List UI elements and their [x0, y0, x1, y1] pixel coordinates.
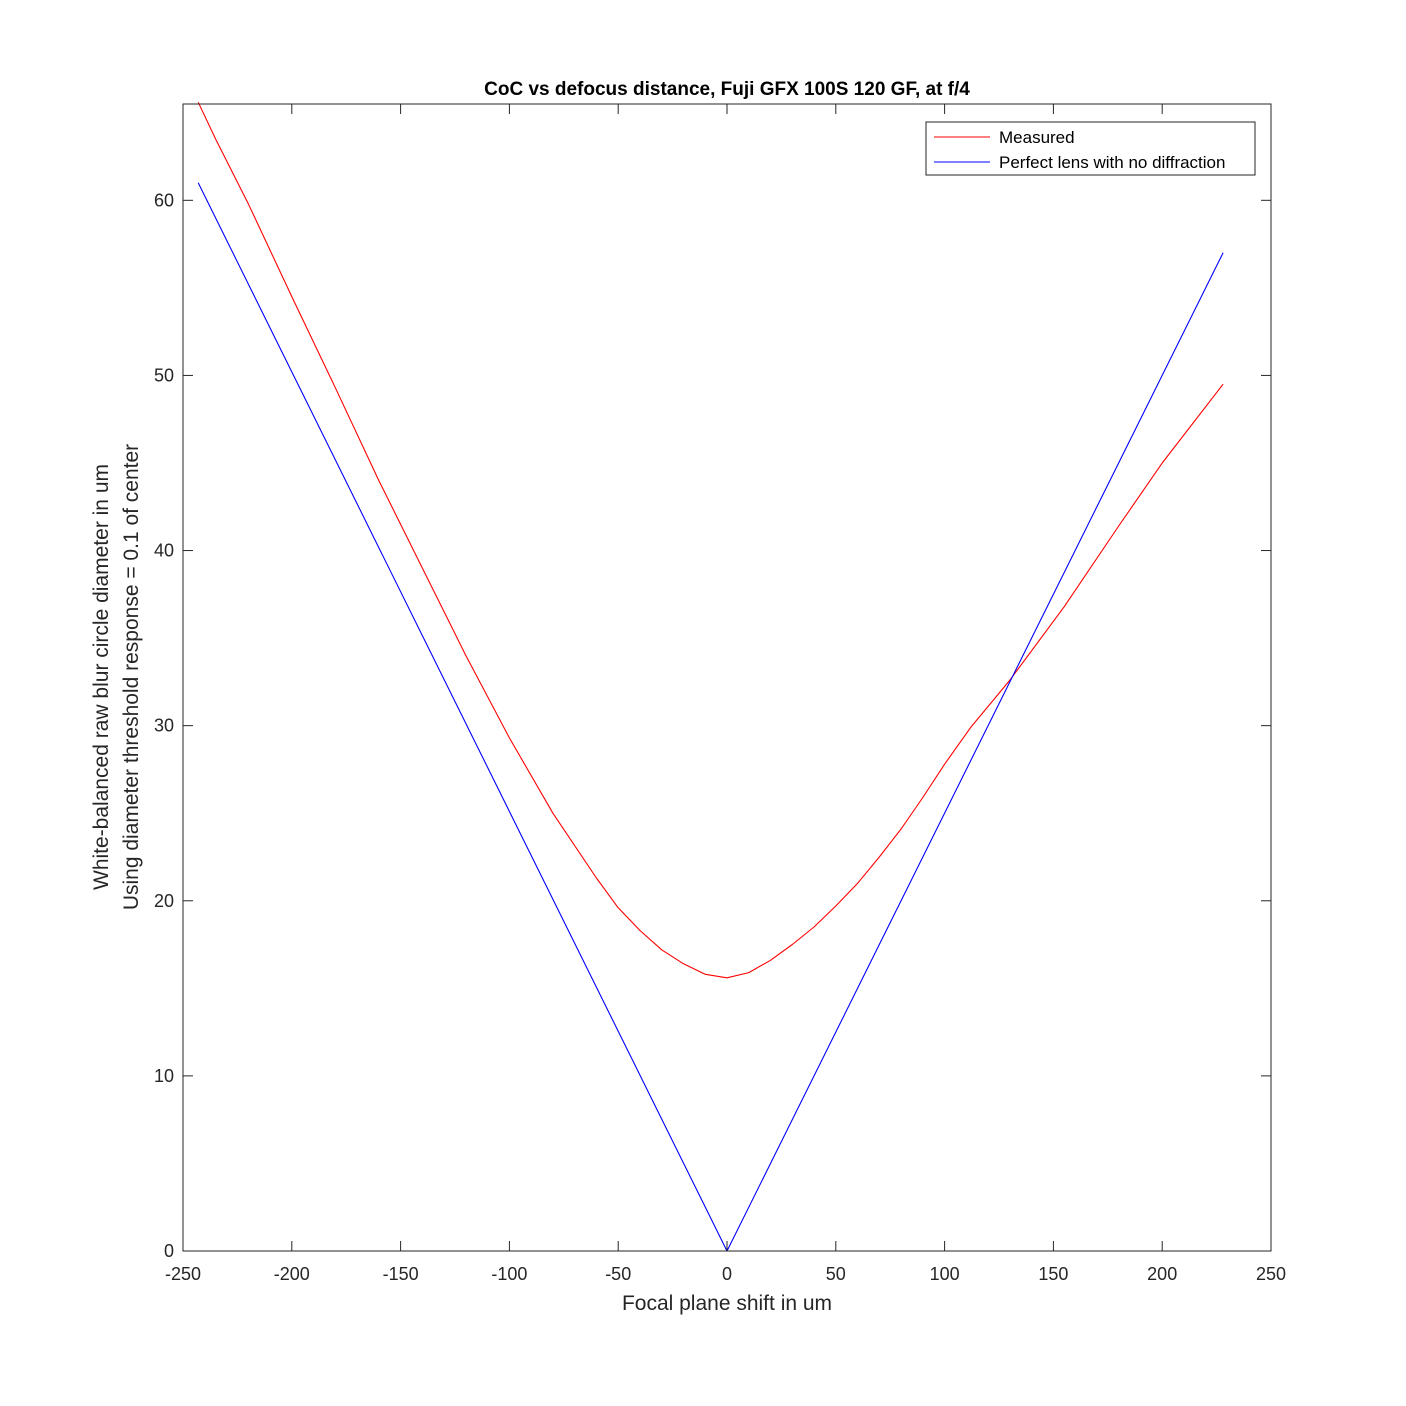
legend-label-perfect-lens: Perfect lens with no diffraction [999, 153, 1225, 172]
x-tick-label: -200 [274, 1264, 310, 1284]
x-tick-label: 250 [1256, 1264, 1286, 1284]
plot-area [183, 104, 1271, 1251]
tick-layer: -250 -200 -150 -100 -50 0 50 100 150 200 250 0 10 20 3… [154, 104, 1286, 1284]
y-tick-label: 60 [154, 190, 174, 210]
y-tick-label: 0 [164, 1241, 174, 1261]
legend-box [925, 121, 1256, 176]
legend: Measured Perfect lens with no diffractio… [925, 121, 1256, 176]
y-tick-label: 30 [154, 716, 174, 736]
y-axis-label-line-2: Using diameter threshold response = 0.1 … [120, 444, 143, 910]
x-axis-label: Focal plane shift in um [622, 1292, 832, 1315]
series-line-measured [197, 101, 1224, 979]
legend-label-measured: Measured [999, 128, 1075, 147]
y-tick-label: 10 [154, 1066, 174, 1086]
x-tick-label: 0 [722, 1264, 732, 1284]
x-tick-label: 150 [1038, 1264, 1068, 1284]
x-tick-label: -150 [383, 1264, 419, 1284]
x-tick-label: 100 [930, 1264, 960, 1284]
x-tick-label: -250 [165, 1264, 201, 1284]
chart-title: CoC vs defocus distance, Fuji GFX 100S 1… [484, 79, 970, 100]
y-axis-label-line-1: White-balanced raw blur circle diameter … [90, 464, 113, 890]
x-tick-label: 50 [826, 1264, 846, 1284]
x-tick-label: -100 [491, 1264, 527, 1284]
x-tick-label: 200 [1147, 1264, 1177, 1284]
y-tick-label: 50 [154, 365, 174, 385]
x-tick-label: -50 [605, 1264, 631, 1284]
y-tick-label: 40 [154, 541, 174, 561]
y-tick-label: 20 [154, 891, 174, 911]
